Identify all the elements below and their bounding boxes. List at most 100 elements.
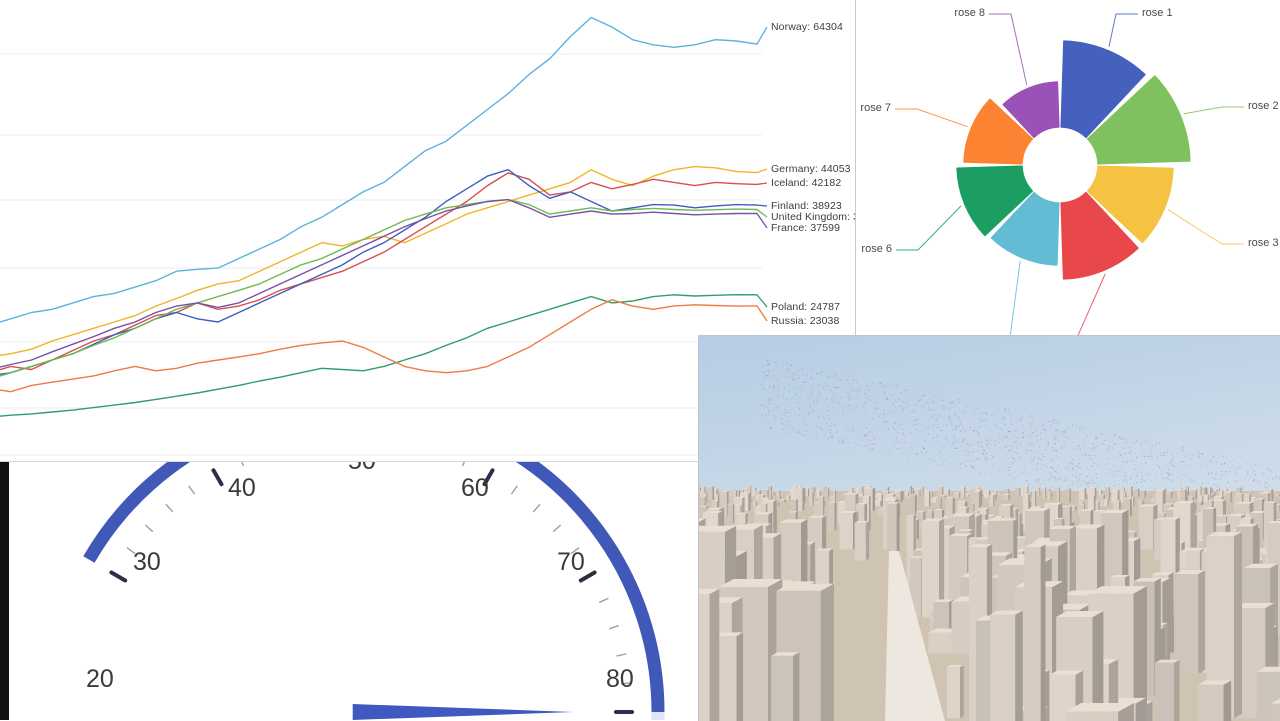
line-series-finland[interactable] [0, 170, 757, 376]
sky-particle [998, 442, 999, 443]
building-face [1057, 488, 1059, 503]
sky-particle [943, 407, 944, 408]
sky-particle [1130, 479, 1131, 480]
sky-particle [1172, 461, 1173, 462]
sky-particle [786, 399, 787, 400]
sky-particle [858, 393, 859, 394]
line-series-norway[interactable] [0, 18, 757, 326]
sky-particle [1044, 429, 1045, 430]
building-side [1223, 681, 1231, 721]
sky-particle [1059, 478, 1060, 479]
sky-particle [830, 430, 831, 431]
sky-particle [770, 386, 771, 387]
building-face [1079, 489, 1085, 501]
sky-particle [807, 425, 808, 426]
sky-particle [1129, 438, 1130, 439]
sky-particle [828, 377, 829, 378]
sky-particle [934, 403, 935, 404]
sky-particle [1105, 485, 1106, 486]
building-face [917, 490, 919, 497]
building-face [905, 493, 908, 497]
city-3d-svg[interactable] [699, 336, 1280, 721]
building-face [840, 513, 853, 549]
sky-particle [952, 429, 953, 430]
sky-particle [866, 427, 867, 428]
sky-particle [801, 369, 802, 370]
sky-particle [923, 456, 924, 457]
sky-particle [1065, 480, 1066, 481]
sky-particle [854, 442, 855, 443]
sky-particle [954, 412, 955, 413]
sky-particle [802, 374, 803, 375]
sky-particle [866, 397, 867, 398]
building-face [787, 496, 789, 501]
line-series-russia[interactable] [0, 300, 757, 392]
sky-particle [1043, 456, 1044, 457]
sky-particle [978, 434, 979, 435]
sky-particle [1215, 478, 1216, 479]
sky-particle [832, 421, 833, 422]
sky-particle [1040, 459, 1041, 460]
gauge-panel[interactable]: 20304050607080 [0, 462, 700, 720]
sky-particle [788, 432, 789, 433]
sky-particle [845, 406, 846, 407]
sky-particle [933, 409, 934, 410]
sky-particle [800, 407, 801, 408]
sky-particle [1255, 465, 1256, 466]
rose-chart-svg[interactable] [857, 0, 1280, 336]
sky-particle [861, 403, 862, 404]
sky-particle [761, 371, 762, 372]
sky-particle [901, 394, 902, 395]
sky-particle [1065, 479, 1066, 480]
sky-particle [765, 376, 766, 377]
gauge-needle-pointer[interactable] [353, 704, 573, 720]
sky-particle [883, 423, 884, 424]
sky-particle [845, 437, 846, 438]
sky-particle [768, 371, 769, 372]
sky-particle [1038, 481, 1039, 482]
rose-sectors-group[interactable] [957, 41, 1190, 279]
gauge-tick-label-20: 20 [86, 665, 114, 694]
building-side [835, 502, 837, 531]
sky-particle [804, 405, 805, 406]
sky-particle [1072, 480, 1073, 481]
sky-particle [885, 393, 886, 394]
sky-particle [869, 444, 870, 445]
sky-particle [1056, 457, 1057, 458]
sky-particle [934, 408, 935, 409]
sky-particle [1066, 437, 1067, 438]
sky-particle [1055, 478, 1056, 479]
sky-particle [843, 410, 844, 411]
sky-particle [1135, 469, 1136, 470]
sky-particle [981, 413, 982, 414]
sky-particle [1011, 423, 1012, 424]
sky-particle [932, 416, 933, 417]
sky-particle [845, 386, 846, 387]
sky-particle [813, 388, 814, 389]
sky-particle [1151, 479, 1152, 480]
line-series-poland[interactable] [0, 295, 757, 417]
sky-particle [1182, 461, 1183, 462]
sky-particle [1166, 477, 1167, 478]
sky-particle [833, 424, 834, 425]
series-label-russia: Russia: 23038 [771, 315, 839, 327]
sky-particle [1142, 454, 1143, 455]
line-series-united-kingdom[interactable] [0, 200, 757, 380]
sky-particle [766, 415, 767, 416]
sky-particle [824, 412, 825, 413]
gauge-tick-marks [111, 462, 632, 720]
sky-particle [1144, 440, 1145, 441]
sky-particle [1224, 475, 1225, 476]
sky-particle [894, 444, 895, 445]
gauge-needle[interactable] [353, 704, 573, 720]
sky-particle [783, 362, 784, 363]
line-chart-series-group[interactable] [0, 18, 757, 418]
line-series-iceland[interactable] [0, 173, 757, 373]
sky-particle [967, 405, 968, 406]
city-3d-panel[interactable] [698, 335, 1280, 721]
gauge-tick-label-80: 80 [606, 665, 634, 694]
line-series-france[interactable] [0, 200, 757, 370]
sky-particle [805, 435, 806, 436]
sky-particle [1131, 441, 1132, 442]
